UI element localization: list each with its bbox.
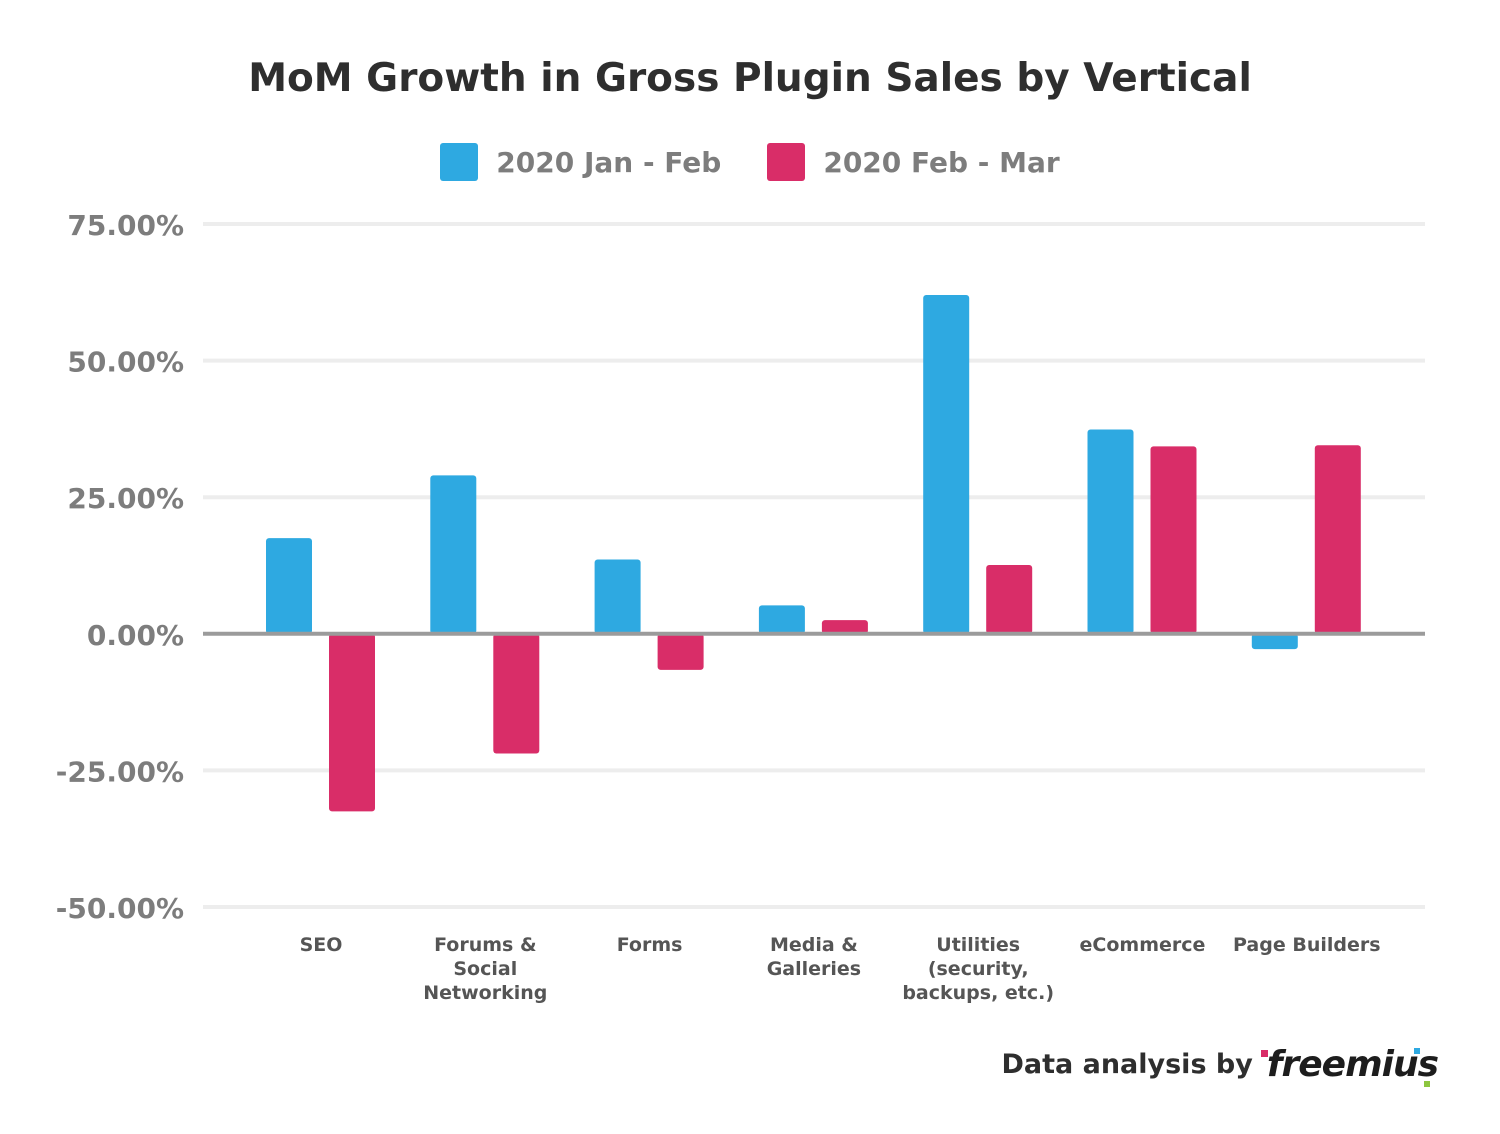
legend-item-series-1[interactable]: 2020 Jan - Feb (440, 143, 721, 181)
freemius-logo: freemius (1260, 1044, 1439, 1087)
x-category-label: Page Builders (1233, 934, 1381, 956)
footer-attribution: Data analysis by freemius (1001, 1044, 1439, 1087)
freemius-logo-wordmark: freemius (1266, 1044, 1439, 1085)
x-category-label: Forms (617, 934, 683, 956)
y-tick-label: 50.00% (67, 346, 184, 379)
x-category-label: eCommerce (1080, 934, 1206, 956)
footer-text: Data analysis by (1001, 1049, 1253, 1080)
y-tick-label: 25.00% (67, 482, 184, 515)
x-category-label: SEO (300, 934, 343, 956)
x-category-label: (security, (928, 958, 1029, 980)
y-tick-label: 0.00% (87, 619, 184, 652)
bar-jan-feb-4 (923, 295, 970, 634)
bar-feb-mar-3 (821, 620, 868, 634)
logo-green-mark (1424, 1081, 1430, 1087)
logo-red-mark (1260, 1050, 1268, 1057)
bar-feb-mar-2 (657, 633, 704, 670)
bar-feb-mar-5 (1150, 446, 1197, 634)
legend-label-series-2: 2020 Feb - Mar (823, 145, 1060, 179)
x-category-label: Forums & (434, 934, 536, 956)
legend-item-series-2[interactable]: 2020 Feb - Mar (767, 143, 1060, 181)
y-tick-label: -50.00% (56, 892, 184, 925)
legend: 2020 Jan - Feb 2020 Feb - Mar (0, 143, 1500, 181)
legend-swatch-series-1 (440, 143, 479, 181)
logo-blue-mark (1414, 1048, 1420, 1054)
bar-jan-feb-5 (1087, 429, 1134, 634)
bar-feb-mar-6 (1314, 445, 1361, 634)
x-category-label: Media & (770, 934, 858, 956)
x-category-label: backups, etc.) (902, 982, 1054, 1004)
bar-jan-feb-3 (758, 605, 805, 634)
bar-feb-mar-0 (329, 633, 375, 812)
bar-feb-mar-4 (986, 564, 1033, 634)
y-tick-label: 75.00% (67, 209, 184, 242)
x-category-label: Galleries (767, 958, 861, 980)
legend-label-series-1: 2020 Jan - Feb (496, 145, 722, 179)
bar-jan-feb-6 (1251, 633, 1298, 650)
x-category-label: Networking (423, 982, 547, 1004)
chart-title: MoM Growth in Gross Plugin Sales by Vert… (248, 56, 1252, 101)
legend-swatch-series-2 (767, 143, 806, 181)
bar-jan-feb-2 (594, 559, 641, 634)
bar-jan-feb-0 (266, 538, 312, 634)
x-category-label: Social (453, 958, 517, 980)
y-tick-label: -25.00% (56, 755, 184, 788)
bar-feb-mar-1 (493, 633, 540, 754)
bar-jan-feb-1 (430, 475, 477, 634)
x-category-label: Utilities (936, 934, 1020, 956)
